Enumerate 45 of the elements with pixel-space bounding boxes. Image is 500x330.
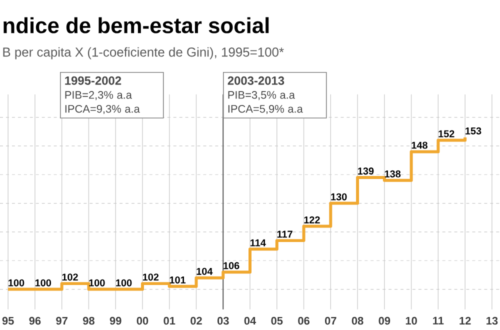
- x-tick-label: 98: [82, 316, 94, 325]
- data-label: 100: [8, 279, 24, 286]
- x-tick-label: 07: [324, 316, 336, 325]
- x-tick-label: 06: [298, 316, 310, 325]
- data-label: 153: [466, 127, 482, 134]
- x-tick-label: 01: [164, 316, 176, 325]
- x-tick-label: 96: [29, 316, 41, 325]
- x-tick-label: 00: [136, 316, 148, 325]
- x-tick-label: 08: [352, 316, 364, 325]
- data-label: 100: [89, 279, 105, 286]
- text: PIB=2,3% a.a: [65, 91, 132, 100]
- data-label: 104: [196, 268, 213, 275]
- text: 2003-2013: [228, 76, 284, 85]
- x-tick-label: 13: [486, 316, 498, 325]
- data-label: 102: [62, 274, 78, 281]
- text: 1995-2002: [65, 76, 122, 85]
- chart-subtitle: B per capita X (1-coeficiente de Gini), 1995=100*: [3, 47, 284, 60]
- data-label: 152: [438, 130, 454, 138]
- x-tick-label: 02: [190, 316, 202, 325]
- data-label: 100: [35, 279, 52, 286]
- data-label: 139: [358, 168, 374, 175]
- x-tick-label: 95: [2, 316, 14, 325]
- x-tick-label: 97: [56, 316, 68, 325]
- data-label: 106: [224, 262, 240, 270]
- text: PIB=3,5% a.a: [228, 91, 295, 100]
- chart-title: ndice de bem-estar social: [4, 17, 269, 34]
- x-tick-label: 99: [110, 316, 122, 325]
- x-tick-label: 05: [271, 316, 283, 325]
- x-tick-label: 04: [244, 316, 256, 325]
- data-label: 102: [142, 274, 159, 281]
- data-label: 101: [170, 276, 186, 284]
- data-label: 117: [277, 230, 292, 238]
- x-tick-label: 12: [460, 316, 471, 325]
- data-label: 130: [331, 193, 347, 200]
- data-label: 148: [412, 142, 428, 149]
- data-label: 138: [384, 170, 401, 178]
- x-tick-label: 10: [406, 316, 417, 325]
- x-tick-label: 09: [378, 316, 390, 325]
- data-label: 114: [250, 239, 266, 246]
- data-label: 100: [116, 279, 132, 286]
- text: IPCA=5,9% a.a: [228, 104, 303, 114]
- x-tick-label: 11: [433, 316, 444, 324]
- x-tick-label: 03: [217, 316, 229, 325]
- data-label: 122: [304, 216, 320, 224]
- text: IPCA=9,3% a.a: [65, 104, 140, 114]
